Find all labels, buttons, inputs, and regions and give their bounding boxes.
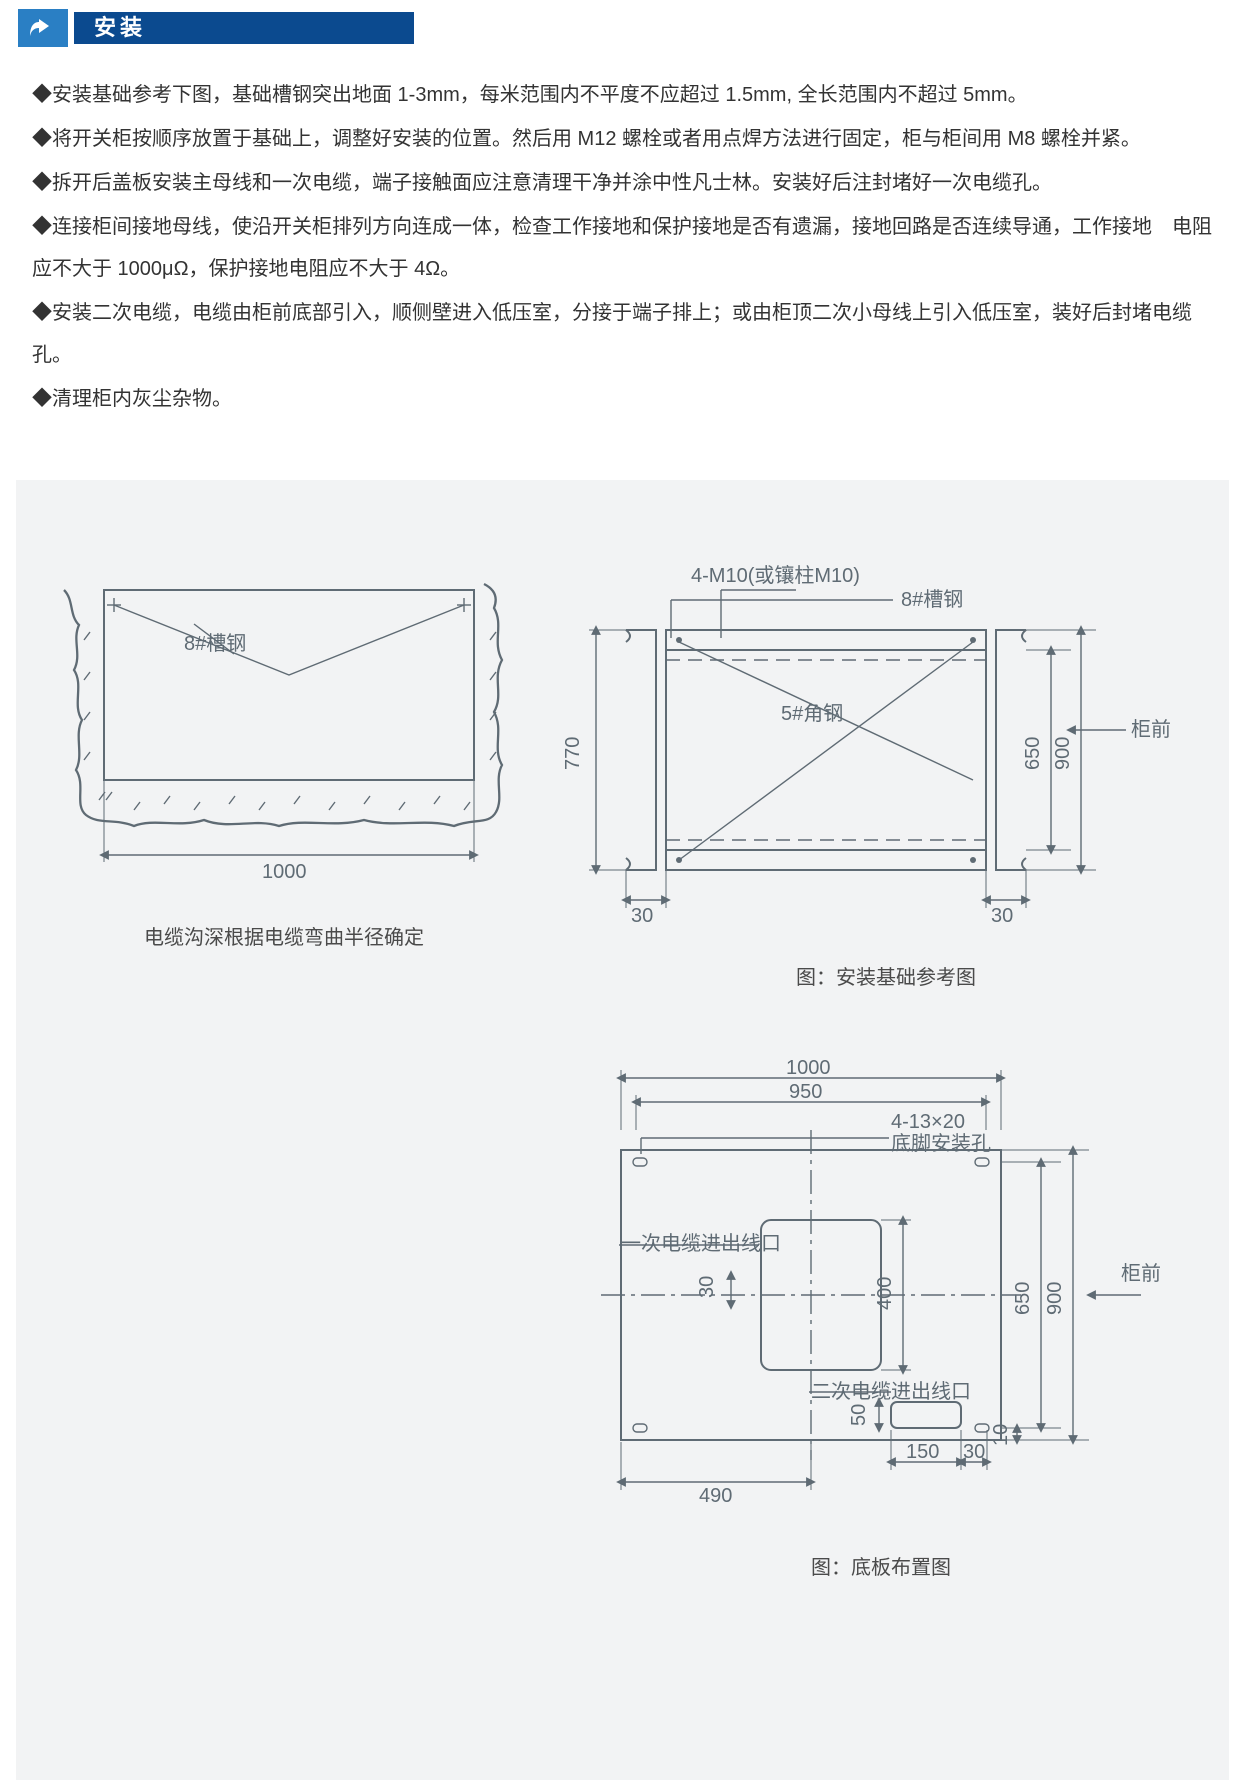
body-text: ◆安装基础参考下图，基础槽钢突出地面 1-3mm，每米范围内不平度不应超过 1.… bbox=[0, 74, 1245, 420]
caption-trench: 电缆沟深根据电缆弯曲半径确定 bbox=[44, 921, 524, 950]
label-hole: 4-13×20 bbox=[891, 1111, 965, 1133]
dim-10: 10 bbox=[990, 1424, 1012, 1446]
para-3: ◆拆开后盖板安装主母线和一次电缆，端子接触面应注意清理干净并涂中性凡士林。安装好… bbox=[32, 162, 1213, 204]
label-front-c: 柜前 bbox=[1121, 1262, 1161, 1285]
diagram-baseplate: 1000 950 4-13×20 底脚安装孔 bbox=[561, 1050, 1201, 1580]
dim-650-b: 650 bbox=[1022, 737, 1044, 770]
dim-1000-a: 1000 bbox=[262, 861, 307, 883]
diagram-area: 8#槽钢 1000 电缆沟深根据电缆弯曲半径确定 bbox=[16, 480, 1229, 1780]
dim-400: 400 bbox=[874, 1277, 896, 1310]
para-6: ◆清理柜内灰尘杂物。 bbox=[32, 378, 1213, 420]
para-1: ◆安装基础参考下图，基础槽钢突出地面 1-3mm，每米范围内不平度不应超过 1.… bbox=[32, 74, 1213, 116]
label-primary: 一次电缆进出线口 bbox=[621, 1232, 781, 1255]
dim-50: 50 bbox=[848, 1404, 870, 1426]
section-title: 安装 bbox=[74, 12, 414, 44]
para-5: ◆安装二次电缆，电缆由柜前底部引入，顺侧壁进入低压室，分接于端子排上；或由柜顶二… bbox=[32, 292, 1213, 376]
diagram-trench: 8#槽钢 1000 电缆沟深根据电缆弯曲半径确定 bbox=[44, 560, 524, 950]
dim-900-c: 900 bbox=[1044, 1282, 1066, 1315]
label-front-b: 柜前 bbox=[1131, 718, 1171, 741]
label-angle-steel: 5#角钢 bbox=[781, 702, 843, 725]
diagram-foundation: 4-M10(或镶柱M10) 8#槽钢 bbox=[571, 560, 1201, 990]
dim-650-c: 650 bbox=[1012, 1282, 1034, 1315]
dim-30r: 30 bbox=[991, 905, 1013, 927]
dim-150: 150 bbox=[906, 1441, 939, 1463]
label-bolt: 4-M10(或镶柱M10) bbox=[691, 564, 860, 587]
dim-30b: 30 bbox=[963, 1441, 985, 1463]
para-2: ◆将开关柜按顺序放置于基础上，调整好安装的位置。然后用 M12 螺栓或者用点焊方… bbox=[32, 118, 1213, 160]
dim-950: 950 bbox=[789, 1081, 822, 1103]
section-header: 安装 bbox=[18, 6, 1245, 50]
label-hole2: 底脚安装孔 bbox=[891, 1132, 991, 1155]
caption-baseplate: 图：底板布置图 bbox=[561, 1551, 1201, 1580]
dim-900-b: 900 bbox=[1052, 737, 1074, 770]
dim-1000-c: 1000 bbox=[786, 1057, 831, 1079]
dim-490: 490 bbox=[699, 1485, 732, 1507]
share-arrow-icon bbox=[18, 9, 68, 47]
dim-30l: 30 bbox=[631, 905, 653, 927]
caption-foundation: 图：安装基础参考图 bbox=[571, 961, 1201, 990]
label-channel-steel-a: 8#槽钢 bbox=[184, 632, 246, 655]
dim-30c: 30 bbox=[696, 1276, 718, 1298]
label-channel-steel-b: 8#槽钢 bbox=[901, 588, 963, 611]
dim-770: 770 bbox=[562, 737, 584, 770]
para-4: ◆连接柜间接地母线，使沿开关柜排列方向连成一体，检查工作接地和保护接地是否有遗漏… bbox=[32, 206, 1213, 290]
